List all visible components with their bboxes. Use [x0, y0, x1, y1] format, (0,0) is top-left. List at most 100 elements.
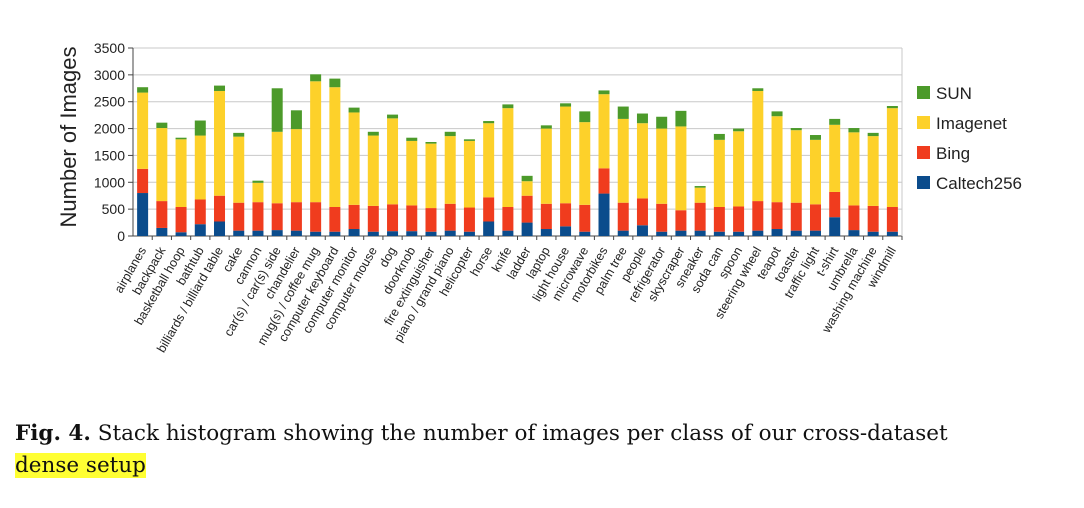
y-tick-label: 3000 — [94, 67, 125, 83]
y-tick-label: 3500 — [94, 40, 125, 56]
bar-segment-sun — [214, 85, 226, 91]
bar-segment-sun — [483, 121, 495, 124]
bar-segment-caltech256 — [271, 230, 283, 236]
bar-segment-caltech256 — [521, 222, 533, 236]
bar-segment-caltech256 — [809, 230, 821, 236]
bar-segment-bing — [444, 203, 456, 231]
bar-segment-imagenet — [252, 182, 264, 203]
bar-segment-sun — [886, 106, 898, 109]
bar-segment-imagenet — [790, 130, 802, 203]
bar-segment-caltech256 — [790, 230, 802, 236]
legend-swatch-sun — [917, 86, 930, 99]
bar-segment-sun — [733, 128, 745, 132]
bar-segment-sun — [175, 137, 187, 140]
bar-segment-imagenet — [137, 92, 149, 169]
bar-segment-sun — [329, 78, 341, 88]
bar-segment-imagenet — [175, 139, 187, 207]
bar-segment-imagenet — [444, 136, 456, 204]
bar-segment-sun — [636, 113, 648, 124]
bar-segment-caltech256 — [290, 230, 302, 236]
bar-segment-bing — [214, 195, 226, 222]
bar-segment-bing — [579, 204, 591, 232]
bar-segment-sun — [867, 132, 879, 137]
bar-segment-bing — [521, 195, 533, 223]
figure-caption: Fig. 4. Stack histogram showing the numb… — [15, 418, 1065, 482]
bar-segment-caltech256 — [214, 221, 226, 236]
bar-segment-bing — [867, 205, 879, 232]
bar-segment-imagenet — [617, 118, 629, 203]
bar-segment-imagenet — [752, 90, 764, 202]
bar-segment-imagenet — [636, 123, 648, 199]
bar-segment-imagenet — [367, 135, 379, 206]
bar-segment-caltech256 — [848, 230, 860, 236]
legend-swatch-bing — [917, 146, 930, 159]
bar-segment-sun — [444, 131, 456, 137]
bar-segment-sun — [271, 88, 283, 132]
bar-segment-imagenet — [502, 108, 514, 207]
y-tick-label: 2000 — [94, 121, 125, 137]
bar-segment-bing — [560, 203, 572, 227]
bar-segment-bing — [406, 205, 418, 232]
bar-segment-caltech256 — [656, 231, 668, 236]
bar-segment-bing — [348, 204, 360, 230]
bar-segment-sun — [521, 175, 533, 182]
bar-segment-sun — [502, 104, 514, 109]
y-axis-ticks: 0 500 1000 1500 2000 2500 3000 3500 — [94, 40, 133, 244]
bar-segment-caltech256 — [233, 230, 245, 236]
bar-segment-bing — [425, 208, 437, 232]
bar-segment-sun — [560, 103, 572, 107]
bar-segment-imagenet — [290, 129, 302, 203]
bar-segment-sun — [233, 132, 245, 137]
bar-segment-bing — [598, 168, 610, 194]
bar-segment-imagenet — [713, 139, 725, 207]
bar-segment-bing — [886, 206, 898, 232]
caption-highlighted-text: dense setup — [15, 453, 146, 478]
bar-segment-caltech256 — [329, 231, 341, 236]
bar-segment-caltech256 — [752, 230, 764, 236]
bar-segment-bing — [848, 205, 860, 231]
bar-segment-bing — [829, 191, 841, 218]
bar-segment-sun — [752, 88, 764, 91]
stacked-bar-chart: 0 500 1000 1500 2000 2500 3000 3500 airplanesba… — [56, 40, 1022, 355]
bar-segment-caltech256 — [675, 230, 687, 236]
legend-label-caltech256: Caltech256 — [936, 174, 1022, 193]
bar-segment-bing — [387, 204, 399, 232]
bar-segment-caltech256 — [387, 231, 399, 236]
bar-segment-caltech256 — [156, 227, 168, 236]
bar-segment-imagenet — [214, 90, 226, 196]
bar-segment-imagenet — [733, 131, 745, 207]
bar-segment-sun — [617, 106, 629, 119]
bar-segment-sun — [829, 118, 841, 125]
bar-segment-imagenet — [406, 140, 418, 206]
bar-segment-imagenet — [271, 131, 283, 204]
bar-segment-imagenet — [809, 139, 821, 205]
bar-segment-imagenet — [598, 94, 610, 169]
bar-segment-sun — [579, 111, 591, 123]
bar-segment-caltech256 — [579, 231, 591, 236]
bar-segment-sun — [194, 120, 206, 136]
legend-swatch-caltech256 — [917, 176, 930, 189]
bar-segment-bing — [675, 210, 687, 231]
bar-segment-bing — [540, 203, 552, 230]
bar-segment-sun — [848, 128, 860, 133]
bar-segment-caltech256 — [310, 231, 322, 236]
bar-segment-bing — [463, 207, 475, 232]
bar-segment-bing — [271, 203, 283, 231]
bar-segment-caltech256 — [617, 230, 629, 236]
bar-segment-caltech256 — [867, 231, 879, 236]
bar-segment-caltech256 — [771, 229, 783, 236]
bar-segment-imagenet — [656, 128, 668, 204]
bar-segment-caltech256 — [636, 225, 648, 236]
bar-segment-imagenet — [560, 106, 572, 204]
bar-segment-imagenet — [694, 187, 706, 203]
bar-segment-bing — [290, 202, 302, 231]
bar-segment-caltech256 — [886, 231, 898, 236]
gridlines — [132, 47, 903, 237]
bar-segment-caltech256 — [540, 229, 552, 236]
bar-segment-imagenet — [194, 135, 206, 200]
bar-segment-caltech256 — [194, 224, 206, 236]
bar-segment-bing — [483, 197, 495, 222]
bar-segment-sun — [771, 111, 783, 117]
bar-segment-bing — [771, 202, 783, 230]
